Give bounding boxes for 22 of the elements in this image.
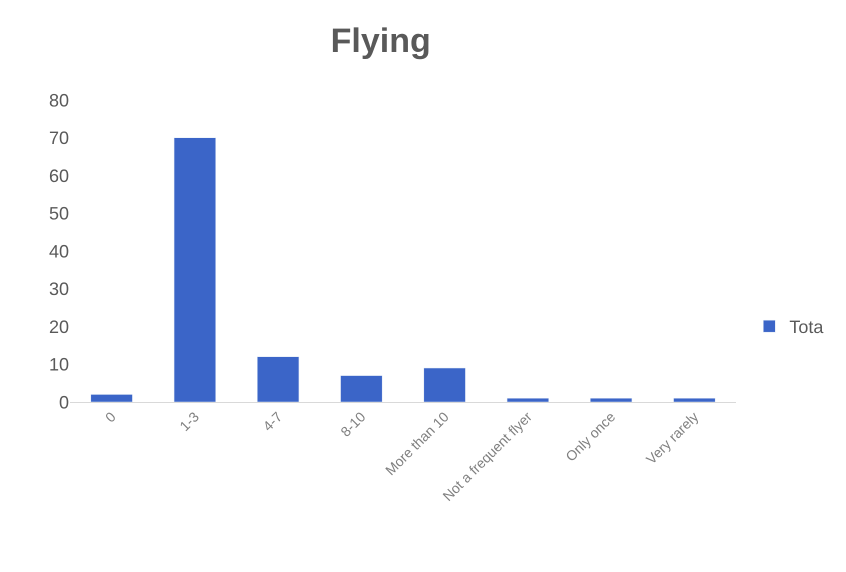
bar <box>424 368 466 402</box>
chart-title: Flying <box>330 22 431 60</box>
y-tick-label: 0 <box>58 392 69 412</box>
x-tick-label: 4-7 <box>260 408 286 434</box>
bar <box>506 398 549 402</box>
y-tick-label: 20 <box>48 316 69 337</box>
y-tick-label: 70 <box>48 128 69 148</box>
bar <box>174 138 216 402</box>
y-tick-label: 80 <box>48 90 69 110</box>
bar <box>257 356 300 402</box>
legend-label: Tota <box>789 317 824 338</box>
bar <box>590 398 632 402</box>
y-tick-label: 50 <box>48 204 69 224</box>
bar <box>90 394 133 402</box>
y-tick-label: 40 <box>48 241 69 262</box>
bar <box>673 398 716 402</box>
y-tick-label: 60 <box>48 166 69 186</box>
x-tick-label: 1-3 <box>176 408 202 434</box>
x-tick-label: 0 <box>102 408 119 426</box>
bar <box>340 375 382 402</box>
y-tick-label: 30 <box>48 279 69 300</box>
y-tick-label: 10 <box>48 354 69 375</box>
